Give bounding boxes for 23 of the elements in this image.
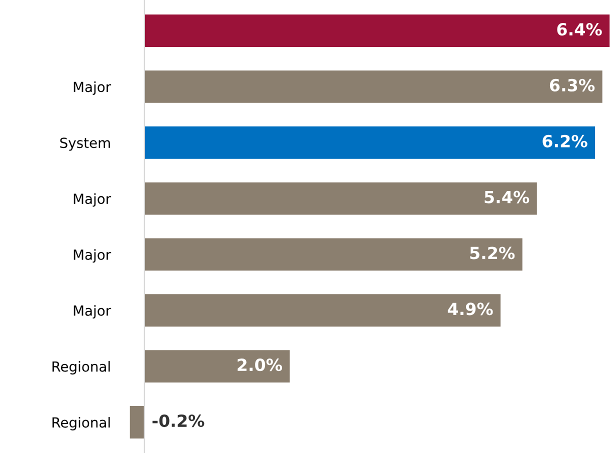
y-tick-label: Regional bbox=[52, 361, 110, 374]
y-tick-label: System bbox=[60, 138, 110, 151]
data-label: 4.9% bbox=[448, 302, 493, 316]
y-tick-label: Regional bbox=[52, 416, 110, 430]
data-label: 5.4% bbox=[484, 190, 530, 204]
data-label: 2.0% bbox=[238, 358, 282, 372]
bar bbox=[144, 238, 522, 271]
bar bbox=[144, 350, 290, 383]
data-label: 6.3% bbox=[550, 78, 595, 92]
data-label: 6.2% bbox=[542, 134, 588, 148]
data-label: 6.4% bbox=[557, 22, 602, 36]
data-label: -0.2% bbox=[152, 414, 204, 428]
y-tick-label: Major bbox=[74, 249, 112, 263]
bar bbox=[144, 70, 602, 103]
bar bbox=[144, 294, 501, 327]
y-tick-label: Major bbox=[74, 305, 112, 319]
bar bbox=[144, 126, 596, 159]
bar bbox=[144, 182, 537, 215]
bar bbox=[130, 406, 144, 438]
data-label: 5.2% bbox=[470, 246, 515, 260]
bar bbox=[144, 14, 610, 47]
y-tick-label: Major bbox=[74, 193, 112, 207]
y-tick-label: Major bbox=[74, 81, 112, 95]
